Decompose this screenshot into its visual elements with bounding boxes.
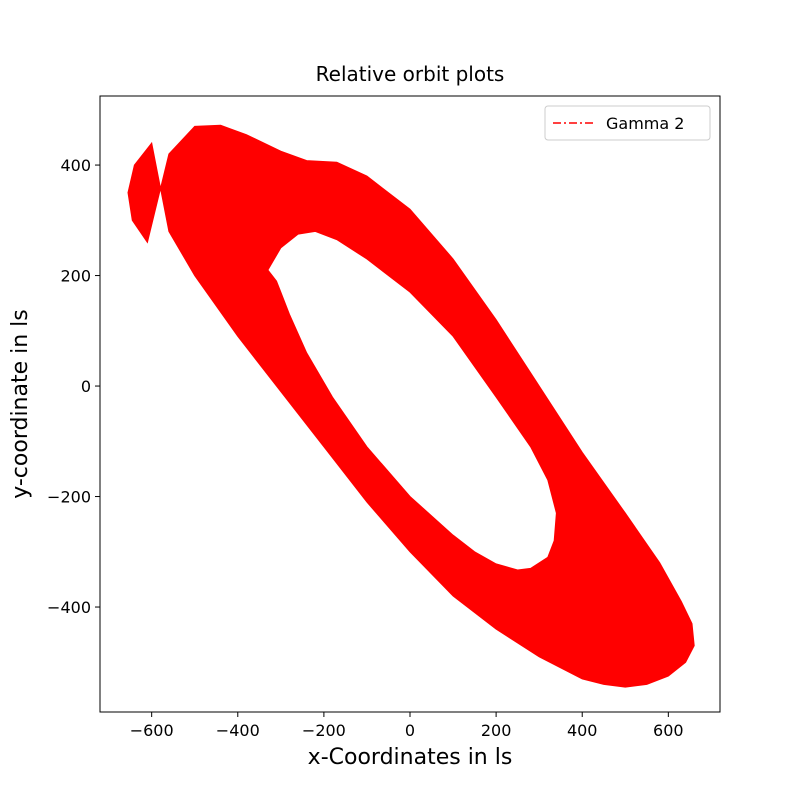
y-axis-label: y-coordinate in ls: [8, 309, 33, 499]
x-axis: −600 −400 −200 0 200 400 600: [130, 712, 684, 740]
x-tick-label: 200: [481, 721, 512, 740]
orbit-band-series-0: [127, 124, 695, 688]
x-tick-label: 0: [405, 721, 415, 740]
x-axis-label: x-Coordinates in ls: [308, 745, 513, 770]
x-tick-label: 600: [653, 721, 684, 740]
y-tick-label: 200: [60, 267, 91, 286]
legend-label: Gamma 2: [606, 114, 684, 133]
y-axis: −400 −200 0 200 400: [47, 156, 100, 617]
legend: Gamma 2: [544, 105, 711, 141]
y-tick-label: −400: [47, 598, 91, 617]
chart-title: Relative orbit plots: [316, 62, 505, 86]
y-tick-label: −200: [47, 488, 91, 507]
x-tick-label: −400: [216, 721, 260, 740]
plot-area: [127, 124, 695, 688]
x-tick-label: −200: [302, 721, 346, 740]
legend-box: [544, 105, 711, 141]
x-tick-label: −600: [130, 721, 174, 740]
x-tick-label: 400: [567, 721, 598, 740]
y-tick-label: 0: [81, 377, 91, 396]
y-tick-label: 400: [60, 156, 91, 175]
